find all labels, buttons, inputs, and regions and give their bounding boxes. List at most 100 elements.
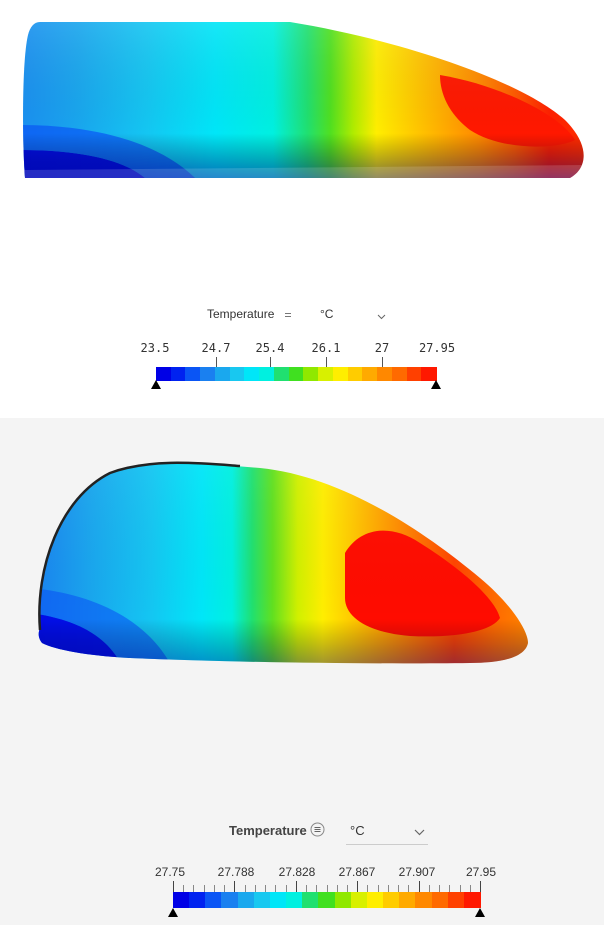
tick-mark: [327, 885, 328, 892]
chevron-down-icon[interactable]: [377, 308, 386, 326]
tick-mark: [245, 885, 246, 892]
colorbar-segment: [200, 367, 216, 381]
tick-mark: [270, 357, 271, 367]
colorbar-segment: [318, 892, 336, 908]
colorbar-segment: [447, 892, 465, 908]
tick-label: 27.788: [217, 865, 255, 879]
colorbar-segment: [286, 892, 303, 908]
max-handle[interactable]: [475, 908, 485, 917]
tick-mark: [275, 885, 276, 892]
tick-mark: [449, 885, 450, 892]
tick-mark: [429, 885, 430, 892]
colorbar-segment: [253, 892, 271, 908]
tick-label: 27: [374, 341, 390, 355]
colorbar-segment: [259, 367, 275, 381]
tick-label: 27.95: [465, 865, 497, 879]
tick-mark: [183, 885, 184, 892]
tick-mark: [255, 885, 256, 892]
colorbar-segment: [221, 892, 239, 908]
colorbar-segment: [303, 367, 319, 381]
colorbar-segment: [189, 892, 206, 908]
top-colorbar: [156, 367, 437, 381]
tick-mark: [480, 881, 481, 892]
tick-mark: [326, 357, 327, 367]
tick-label: 23.5: [140, 341, 170, 355]
tick-mark: [286, 885, 287, 892]
tick-mark: [306, 885, 307, 892]
tick-mark: [470, 885, 471, 892]
tick-mark: [316, 885, 317, 892]
legend-title: Temperature: [229, 823, 307, 838]
colorbar-segment: [334, 892, 352, 908]
tick-label: 27.828: [278, 865, 316, 879]
chevron-down-icon[interactable]: [414, 824, 425, 842]
tick-label: 27.867: [338, 865, 376, 879]
tick-label: 27.907: [398, 865, 436, 879]
tick-mark: [382, 357, 383, 367]
colorbar-segment: [302, 892, 320, 908]
tick-label: 27.75: [154, 865, 186, 879]
colorbar-segment: [377, 367, 393, 381]
top-3d-viewport[interactable]: [0, 0, 604, 200]
colorbar-segment: [399, 892, 416, 908]
colorbar-segment: [347, 367, 363, 381]
menu-circle-icon[interactable]: [310, 822, 325, 842]
bottom-result-panel: Temperature °C 27.75 27.788 27.828 27.86…: [0, 418, 604, 925]
bottom-3d-viewport[interactable]: [0, 418, 604, 678]
tick-mark: [408, 885, 409, 892]
colorbar-segment: [269, 892, 287, 908]
colorbar-segment: [229, 367, 245, 381]
legend-title: Temperature: [207, 307, 275, 321]
top-result-panel: Temperature °C 23.5 24.7 25.4 26.1 27 27…: [0, 0, 604, 418]
colorbar-segment: [237, 892, 255, 908]
tick-mark: [347, 885, 348, 892]
colorbar-segment: [463, 892, 481, 908]
tick-mark: [216, 357, 217, 367]
tick-mark: [214, 885, 215, 892]
colorbar-segment: [415, 892, 433, 908]
colorbar-segment: [406, 367, 422, 381]
menu-lines-icon[interactable]: [285, 308, 293, 326]
tick-label: 25.4: [255, 341, 285, 355]
tick-mark: [378, 885, 379, 892]
colorbar-segment: [362, 367, 378, 381]
colorbar-segment: [421, 367, 437, 381]
tick-mark: [388, 885, 389, 892]
colorbar-segment: [156, 367, 172, 381]
tick-mark: [460, 885, 461, 892]
top-temperature-contour-model[interactable]: [0, 0, 604, 200]
unit-select-underline: [346, 844, 428, 845]
colorbar-segment: [173, 892, 190, 908]
top-legend-header: Temperature °C: [0, 303, 604, 327]
tick-mark: [193, 885, 194, 892]
colorbar-segment: [273, 367, 290, 381]
bottom-colorbar: [173, 892, 481, 908]
tick-mark: [224, 885, 225, 892]
tick-mark: [398, 885, 399, 892]
tick-mark: [439, 885, 440, 892]
colorbar-segment: [244, 367, 260, 381]
colorbar-segment: [288, 367, 304, 381]
bottom-legend-header: Temperature °C: [0, 820, 604, 845]
colorbar-segment: [214, 367, 231, 381]
min-handle[interactable]: [151, 380, 161, 389]
unit-select-value[interactable]: °C: [320, 307, 334, 321]
tick-label: 26.1: [311, 341, 341, 355]
colorbar-segment: [383, 892, 400, 908]
colorbar-segment: [366, 892, 384, 908]
bottom-temperature-contour-model[interactable]: [0, 418, 604, 678]
tick-label: 27.95: [418, 341, 456, 355]
tick-mark: [234, 881, 235, 892]
colorbar-segment: [350, 892, 368, 908]
min-handle[interactable]: [168, 908, 178, 917]
tick-mark: [367, 885, 368, 892]
tick-mark: [419, 881, 420, 892]
max-handle[interactable]: [431, 380, 441, 389]
tick-mark: [296, 881, 297, 892]
unit-select-value[interactable]: °C: [350, 823, 365, 838]
colorbar-segment: [431, 892, 449, 908]
bottom-minor-ticks: [0, 418, 604, 925]
tick-label: 24.7: [201, 341, 231, 355]
colorbar-segment: [205, 892, 223, 908]
colorbar-segment: [185, 367, 201, 381]
